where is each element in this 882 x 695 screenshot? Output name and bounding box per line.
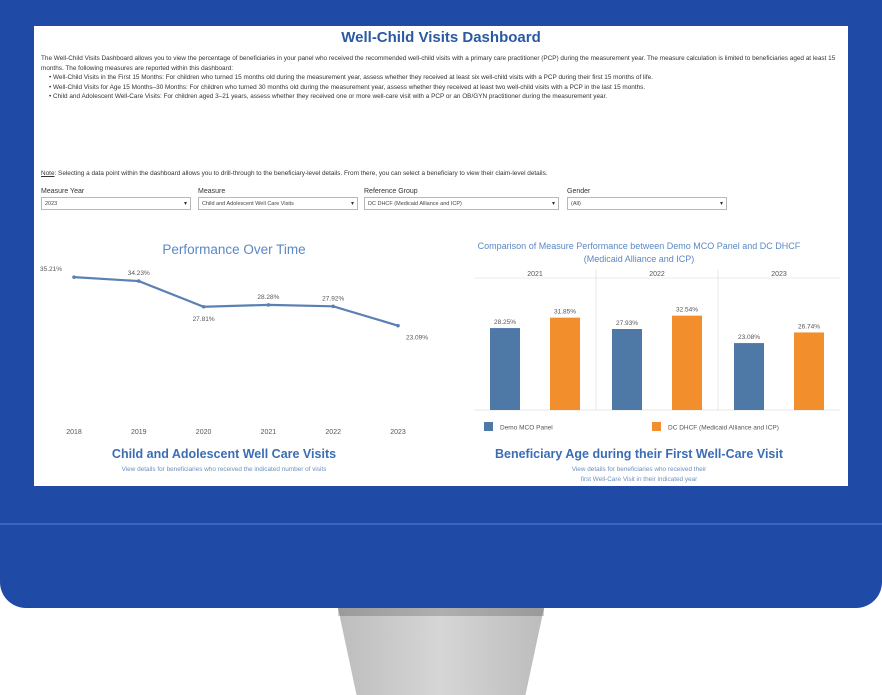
performance-point[interactable] <box>266 303 271 307</box>
filter-label: Measure Year <box>41 188 85 195</box>
performance-point[interactable] <box>396 323 400 328</box>
measure-item: Well-Child Visits in the First 15 Months… <box>49 73 841 83</box>
bar-data-label: 28.25% <box>494 319 516 326</box>
select-value: Child and Adolescent Well Care Visits <box>202 201 294 207</box>
filter-label: Gender <box>567 188 591 195</box>
select-value: (All) <box>571 201 581 207</box>
performance-data-label: 27.92% <box>322 295 344 302</box>
comparison-bar-chart: 2021 28.25% 31.85% 2022 27.93% 32.54% 2023 23.0… <box>474 270 840 432</box>
x-tick-label: 2019 <box>131 429 147 436</box>
filter-measure: Measure Child and Adolescent Well Care V… <box>198 188 358 210</box>
comparison-bar[interactable] <box>612 329 642 410</box>
well-care-visits-title: Child and Adolescent Well Care Visits <box>111 447 337 461</box>
select-value: 2023 <box>45 201 58 207</box>
monitor-stand-shadow <box>338 608 544 616</box>
panel-year-label: 2021 <box>527 271 543 278</box>
well-care-visits-subtitle: View details for beneficiaries who recei… <box>121 466 327 473</box>
performance-data-label: 34.23% <box>128 270 150 277</box>
monitor-bezel-divider <box>0 523 882 525</box>
legend-swatch-demo <box>484 422 493 431</box>
filter-measure-year: Measure Year 2023 ▾ <box>41 188 191 210</box>
comparison-bar[interactable] <box>672 315 702 410</box>
bar-data-label: 32.54% <box>676 307 698 314</box>
measure-item: Child and Adolescent Well-Care Visits: F… <box>49 92 841 102</box>
x-tick-label: 2023 <box>390 429 406 436</box>
chevron-down-icon: ▾ <box>719 201 723 207</box>
filter-label: Measure <box>198 188 226 195</box>
panel-year-label: 2022 <box>649 271 665 278</box>
performance-series-line <box>73 276 399 327</box>
beneficiary-age-subtitle: View details for beneficiaries who recei… <box>571 466 707 473</box>
dashboard-title: Well-Child Visits Dashboard <box>341 29 541 46</box>
chevron-down-icon: ▾ <box>551 201 555 207</box>
legend-swatch-dhcf <box>652 422 661 431</box>
measure-select[interactable]: Child and Adolescent Well Care Visits ▾ <box>198 197 358 210</box>
drill-through-note: Note: Selecting a data point within the … <box>41 170 841 177</box>
bar-data-label: 27.93% <box>616 320 638 327</box>
bar-data-label: 23.08% <box>738 334 760 341</box>
comparison-bar[interactable] <box>794 332 824 410</box>
x-tick-label: 2022 <box>325 429 341 436</box>
chevron-down-icon: ▾ <box>350 201 354 207</box>
reference-group-select[interactable]: DC DHCF (Medicaid Alliance and ICP) ▾ <box>364 197 559 210</box>
filter-reference-group: Reference Group DC DHCF (Medicaid Allian… <box>364 188 559 210</box>
legend-label-demo: Demo MCO Panel <box>500 425 553 432</box>
performance-data-label: 23.09% <box>406 335 428 342</box>
performance-point[interactable] <box>331 304 336 309</box>
dashboard-intro: The Well-Child Visits Dashboard allows y… <box>41 54 841 102</box>
filter-label: Reference Group <box>364 188 418 195</box>
comparison-bar[interactable] <box>490 328 520 410</box>
x-tick-label: 2021 <box>261 429 277 436</box>
select-value: DC DHCF (Medicaid Alliance and ICP) <box>368 201 462 207</box>
performance-data-label: 28.28% <box>257 294 279 301</box>
panel-year-label: 2023 <box>771 271 787 278</box>
note-text: : Selecting a data point within the dash… <box>54 170 548 177</box>
bar-data-label: 26.74% <box>798 323 820 330</box>
bar-data-label: 31.85% <box>554 309 576 316</box>
performance-point[interactable] <box>137 279 141 283</box>
monitor-stand <box>338 608 544 695</box>
beneficiary-age-subtitle-2: first Well-Care Visit in their indicated… <box>580 476 698 483</box>
performance-data-label: 35.21% <box>40 266 62 273</box>
performance-point[interactable] <box>201 304 206 309</box>
measure-year-select[interactable]: 2023 ▾ <box>41 197 191 210</box>
comparison-bar[interactable] <box>550 317 580 410</box>
performance-line-chart: 35.21% 2018 34.23% 2019 27.81% 2020 28.28% 2021… <box>40 266 428 436</box>
performance-data-label: 27.81% <box>193 316 215 323</box>
gender-select[interactable]: (All) ▾ <box>567 197 727 210</box>
performance-chart-title: Performance Over Time <box>162 242 306 257</box>
comparison-chart-title: Comparison of Measure Performance betwee… <box>477 241 801 264</box>
measure-list: Well-Child Visits in the First 15 Months… <box>41 73 841 102</box>
comparison-bar[interactable] <box>734 343 764 410</box>
chevron-down-icon: ▾ <box>183 201 187 207</box>
x-tick-label: 2020 <box>196 429 212 436</box>
measure-item: Well-Child Visits for Age 15 Months–30 M… <box>49 83 841 93</box>
x-tick-label: 2018 <box>66 429 82 436</box>
filter-gender: Gender (All) ▾ <box>567 188 727 210</box>
note-label: Note <box>41 170 55 177</box>
legend-label-dhcf: DC DHCF (Medicaid Alliance and ICP) <box>668 425 779 432</box>
intro-text: The Well-Child Visits Dashboard allows y… <box>41 55 836 72</box>
performance-point[interactable] <box>72 275 76 279</box>
dashboard-screen: Well-Child Visits Dashboard The Well-Chi… <box>34 26 848 486</box>
beneficiary-age-title: Beneficiary Age during their First Well-… <box>494 447 784 461</box>
